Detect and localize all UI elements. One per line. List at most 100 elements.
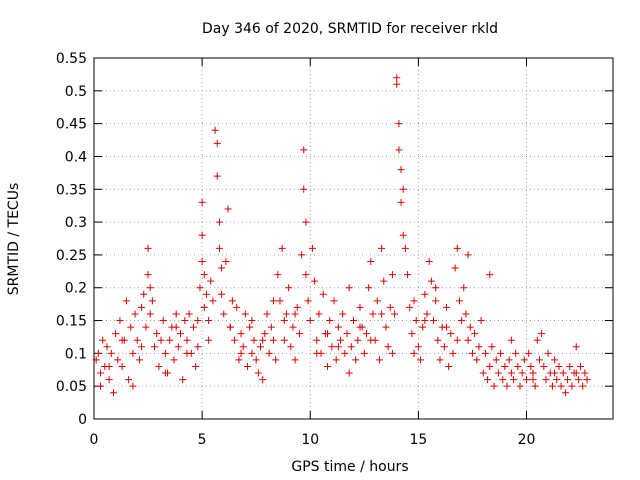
data-point	[501, 362, 509, 370]
data-point	[572, 369, 580, 377]
data-point	[233, 303, 241, 311]
x-tick-label: 15	[409, 432, 427, 448]
data-point	[397, 198, 405, 206]
data-point	[343, 330, 351, 338]
data-point	[222, 257, 230, 265]
data-point	[285, 284, 293, 292]
data-point	[388, 349, 396, 357]
data-point	[507, 369, 515, 377]
data-point	[311, 277, 319, 285]
x-tick-label: 5	[198, 432, 207, 448]
data-point	[453, 336, 461, 344]
data-point	[218, 264, 226, 272]
data-point	[523, 376, 530, 384]
data-point	[486, 271, 494, 279]
data-point	[492, 356, 500, 364]
data-point	[432, 284, 440, 292]
data-point	[341, 349, 349, 357]
data-point	[432, 297, 440, 305]
data-point	[138, 343, 146, 351]
data-point	[99, 336, 107, 344]
data-point	[551, 356, 559, 364]
data-point	[278, 244, 286, 252]
data-point	[308, 244, 316, 252]
data-point	[505, 356, 513, 364]
data-point	[425, 257, 433, 265]
data-point	[269, 336, 277, 344]
chart-title: Day 346 of 2020, SRMTID for receiver rkl…	[202, 21, 498, 37]
data-point	[382, 323, 390, 331]
data-point	[220, 310, 228, 318]
data-points	[92, 74, 591, 397]
data-point	[391, 310, 399, 318]
data-point	[445, 362, 453, 370]
data-point	[179, 376, 187, 384]
data-point	[200, 303, 208, 311]
data-point	[581, 369, 589, 377]
y-tick-label: 0.3	[65, 215, 87, 231]
data-point	[161, 369, 169, 377]
data-point	[412, 317, 420, 325]
data-point	[151, 343, 159, 351]
data-point	[410, 349, 418, 357]
data-point	[215, 218, 223, 226]
data-point	[144, 271, 152, 279]
data-point	[365, 284, 373, 292]
y-tick-label: 0.35	[56, 182, 87, 198]
data-point	[261, 330, 269, 338]
data-point	[231, 336, 239, 344]
data-point	[486, 362, 494, 370]
data-point	[395, 120, 403, 128]
data-point	[198, 257, 206, 265]
data-point	[430, 317, 438, 325]
data-point	[399, 185, 407, 193]
data-point	[129, 349, 137, 357]
data-point	[202, 290, 210, 298]
data-point	[107, 349, 115, 357]
data-point	[213, 139, 221, 147]
data-point	[512, 349, 520, 357]
data-point	[218, 290, 226, 298]
data-point	[135, 356, 143, 364]
data-point	[553, 376, 561, 384]
data-point	[127, 323, 135, 331]
data-point	[194, 317, 202, 325]
data-point	[105, 362, 113, 370]
plot-frame	[93, 57, 614, 420]
data-point	[226, 323, 234, 331]
data-point	[244, 362, 252, 370]
data-point	[475, 343, 483, 351]
data-point	[458, 317, 466, 325]
data-point	[198, 231, 206, 239]
data-point	[531, 382, 539, 390]
data-point	[423, 310, 431, 318]
data-point	[388, 271, 396, 279]
data-point	[401, 244, 409, 252]
data-point	[257, 343, 265, 351]
data-point	[460, 284, 468, 292]
data-point	[350, 317, 357, 325]
data-point	[473, 356, 481, 364]
data-point	[114, 356, 122, 364]
data-point	[347, 343, 355, 351]
data-point	[378, 244, 386, 252]
data-point	[455, 297, 463, 305]
data-point	[263, 310, 271, 318]
data-point	[516, 382, 524, 390]
data-point	[146, 284, 154, 292]
data-point	[155, 362, 163, 370]
data-point	[367, 336, 375, 344]
data-point	[116, 317, 124, 325]
data-point	[442, 323, 450, 331]
y-tick-label: 0.15	[56, 314, 87, 330]
data-point	[287, 343, 295, 351]
data-point	[302, 271, 310, 279]
data-point	[369, 310, 377, 318]
data-point	[579, 382, 587, 390]
data-point	[583, 376, 591, 384]
data-point	[378, 310, 386, 318]
data-point	[451, 264, 459, 272]
data-point	[471, 330, 479, 338]
data-point	[499, 376, 507, 384]
y-tick-label: 0.05	[56, 379, 87, 395]
